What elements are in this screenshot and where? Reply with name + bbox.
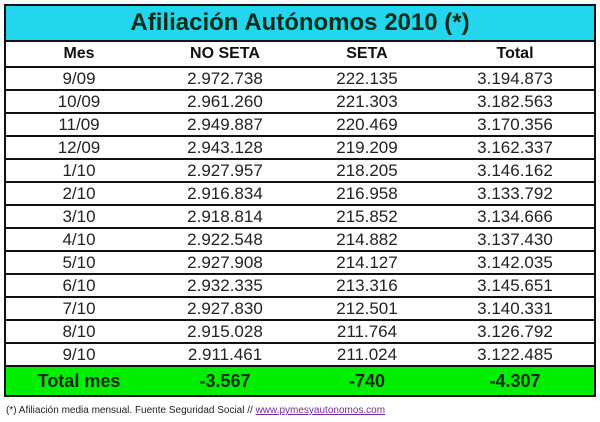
cell-total: 3.194.873 [477, 68, 553, 88]
table-row: 9/09 2.972.738 222.135 3.194.873 [6, 68, 594, 91]
cell-no-seta: 2.961.260 [187, 91, 263, 111]
cell-mes: 3/10 [62, 206, 96, 226]
total-row: Total mes -3.567 -740 -4.307 [6, 367, 594, 395]
cell-no-seta: 2.949.887 [187, 114, 263, 134]
cell-seta: 220.469 [336, 114, 398, 134]
cell-mes: 12/09 [57, 137, 101, 157]
cell-seta: 216.958 [336, 183, 398, 203]
cell-no-seta: 2.911.461 [187, 344, 263, 364]
table-row: 9/10 2.911.461 211.024 3.122.485 [6, 344, 594, 367]
cell-total: 3.126.792 [477, 321, 553, 341]
cell-seta: 219.209 [336, 137, 398, 157]
total-seta: -740 [348, 370, 386, 391]
cell-total: 3.145.651 [477, 275, 553, 295]
cell-total: 3.162.337 [477, 137, 553, 157]
source-link[interactable]: www.pymesyautonomos.com [255, 405, 386, 416]
table-row: 3/10 2.918.814 215.852 3.134.666 [6, 206, 594, 229]
cell-total: 3.122.485 [477, 344, 553, 364]
cell-no-seta: 2.943.128 [187, 137, 263, 157]
table-row: 5/10 2.927.908 214.127 3.142.035 [6, 252, 594, 275]
cell-no-seta: 2.918.814 [187, 206, 263, 226]
cell-seta: 211.764 [336, 321, 398, 341]
cell-no-seta: 2.927.908 [187, 252, 263, 272]
cell-total: 3.170.356 [477, 114, 553, 134]
table-row: 11/09 2.949.887 220.469 3.170.356 [6, 114, 594, 137]
column-header-mes: Mes [63, 45, 95, 62]
footnote: (*) Afiliación media mensual. Fuente Seg… [6, 405, 385, 416]
cell-mes: 11/09 [58, 114, 100, 134]
cell-total: 3.140.331 [477, 298, 553, 318]
cell-seta: 211.024 [336, 344, 398, 364]
table-row: 6/10 2.932.335 213.316 3.145.651 [6, 275, 594, 298]
cell-seta: 215.852 [336, 206, 398, 226]
cell-seta: 212.501 [336, 298, 398, 318]
table-row: 12/09 2.943.128 219.209 3.162.337 [6, 137, 594, 160]
cell-no-seta: 2.915.028 [187, 321, 263, 341]
table-header-row: Mes NO SETA SETA Total [6, 42, 594, 68]
cell-mes: 7/10 [62, 298, 96, 318]
total-no-seta: -3.567 [199, 370, 251, 391]
cell-total: 3.133.792 [477, 183, 553, 203]
cell-mes: 10/09 [57, 91, 101, 111]
cell-seta: 218.205 [336, 160, 398, 180]
table-row: 1/10 2.927.957 218.205 3.146.162 [6, 160, 594, 183]
table-row: 7/10 2.927.830 212.501 3.140.331 [6, 298, 594, 321]
cell-mes: 4/10 [62, 229, 96, 249]
affiliation-table: Afiliación Autónomos 2010 (*) Mes NO SET… [4, 4, 596, 397]
cell-no-seta: 2.922.548 [187, 229, 263, 249]
cell-no-seta: 2.972.738 [187, 68, 263, 88]
cell-seta: 214.882 [336, 229, 398, 249]
cell-no-seta: 2.932.335 [187, 275, 263, 295]
cell-no-seta: 2.927.830 [187, 298, 263, 318]
table-row: 8/10 2.915.028 211.764 3.126.792 [6, 321, 594, 344]
footnote-text: (*) Afiliación media mensual. Fuente Seg… [6, 405, 256, 416]
table-row: 10/09 2.961.260 221.303 3.182.563 [6, 91, 594, 114]
total-label: Total mes [37, 370, 121, 391]
cell-mes: 5/10 [62, 252, 96, 272]
cell-seta: 213.316 [336, 275, 398, 295]
table-row: 4/10 2.922.548 214.882 3.137.430 [6, 229, 594, 252]
column-header-seta: SETA [346, 45, 388, 62]
cell-mes: 9/10 [62, 344, 96, 364]
total-total: -4.307 [489, 370, 541, 391]
column-header-total: Total [496, 45, 534, 62]
cell-mes: 6/10 [62, 275, 96, 295]
cell-total: 3.134.666 [477, 206, 553, 226]
cell-mes: 9/09 [62, 68, 96, 88]
cell-no-seta: 2.916.834 [187, 183, 263, 203]
cell-mes: 8/10 [62, 321, 96, 341]
table-title: Afiliación Autónomos 2010 (*) [6, 6, 594, 42]
cell-seta: 222.135 [336, 68, 398, 88]
cell-total: 3.182.563 [477, 91, 553, 111]
cell-mes: 2/10 [62, 183, 96, 203]
cell-mes: 1/10 [62, 160, 96, 180]
cell-total: 3.142.035 [477, 252, 553, 272]
cell-total: 3.137.430 [477, 229, 553, 249]
table-row: 2/10 2.916.834 216.958 3.133.792 [6, 183, 594, 206]
column-header-no-seta: NO SETA [190, 45, 260, 62]
cell-seta: 214.127 [336, 252, 398, 272]
cell-no-seta: 2.927.957 [187, 160, 263, 180]
cell-total: 3.146.162 [477, 160, 553, 180]
cell-seta: 221.303 [336, 91, 398, 111]
